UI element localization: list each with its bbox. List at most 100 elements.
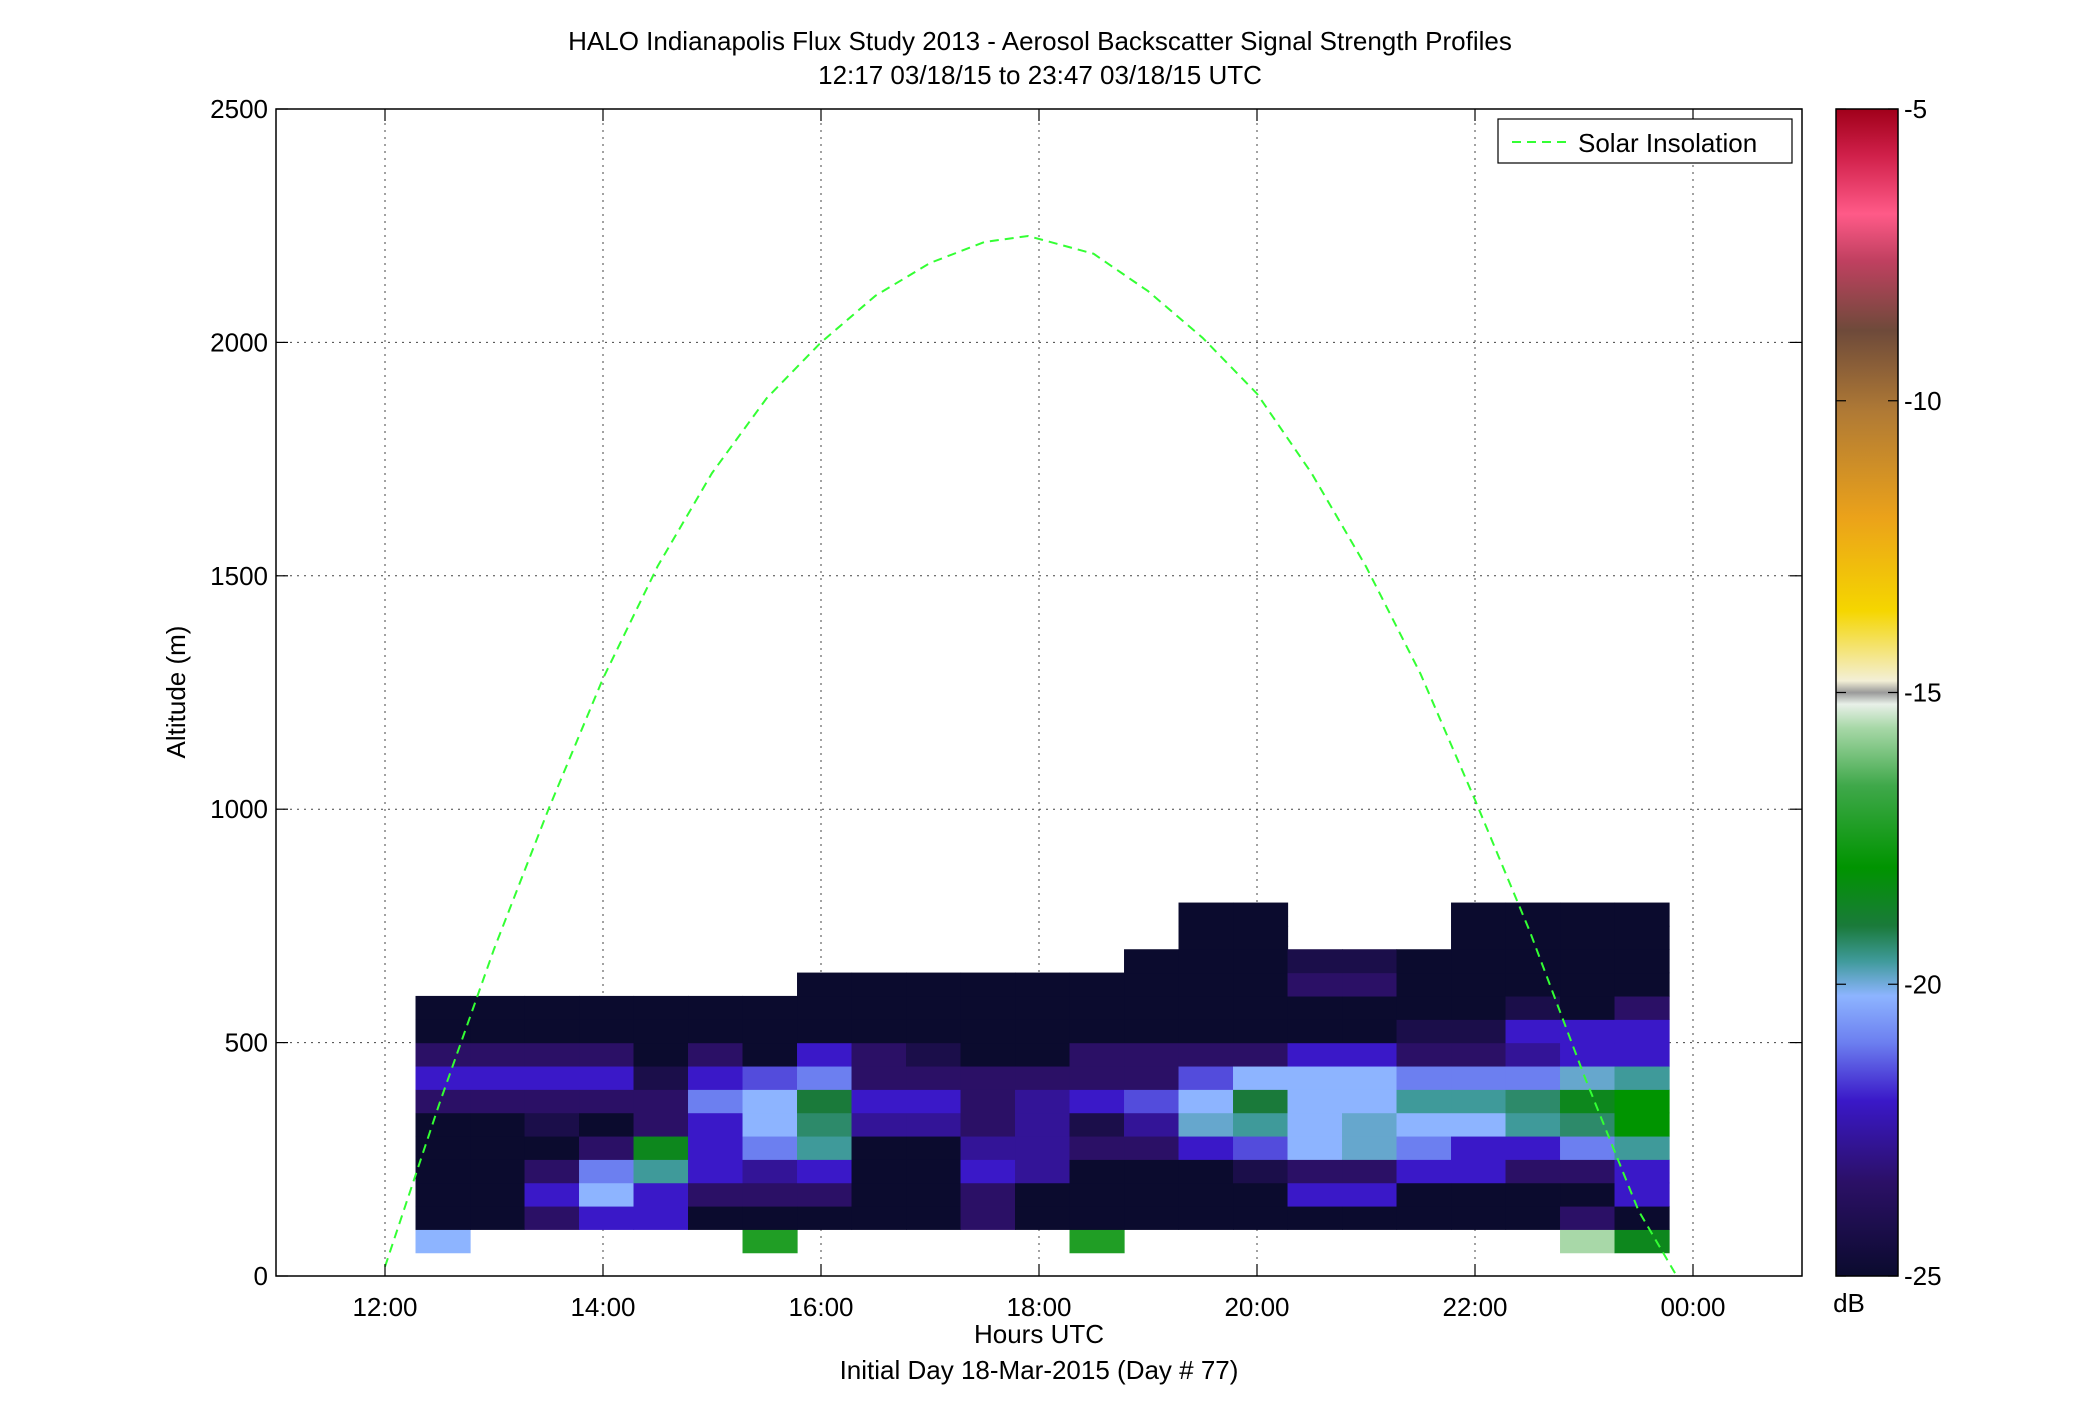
heatmap-cell [688,1042,744,1067]
solar-insolation-series [384,234,1678,1277]
heatmap-cell [524,1019,580,1044]
heatmap-cell [524,1042,580,1067]
heatmap-cell [1396,995,1452,1020]
heatmap-cell [1178,1205,1234,1230]
heatmap-cell [1287,949,1343,974]
heatmap-cell [960,1019,1016,1044]
heatmap-cell [415,1229,471,1254]
heatmap-cell [1178,1135,1234,1160]
heatmap-cell [1233,1065,1289,1090]
heatmap-cell [797,972,853,997]
heatmap-cell [470,1159,526,1184]
heatmap-cell [688,1182,744,1207]
heatmap-cell [1560,1229,1616,1254]
heatmap-cell [960,1065,1016,1090]
heatmap-cell [906,1065,962,1090]
heatmap-cell [633,1135,689,1160]
heatmap-cell [1505,995,1561,1020]
heatmap-cell [1178,995,1234,1020]
heatmap-cell [1505,1182,1561,1207]
heatmap-cell [415,1205,471,1230]
heatmap-cell [579,1112,635,1137]
heatmap-cell [1560,995,1616,1020]
heatmap-cell [797,1205,853,1230]
heatmap-cell [851,1042,907,1067]
heatmap-cell [579,1135,635,1160]
heatmap-cell [688,995,744,1020]
heatmap-cell [1342,1042,1398,1067]
heatmap-cell [1287,1182,1343,1207]
heatmap-cell [1015,1065,1071,1090]
heatmap-cell [797,1135,853,1160]
solar-insolation-line [384,234,1678,1277]
heatmap-cell [1233,1182,1289,1207]
heatmap-cell [415,1019,471,1044]
heatmap-cell [906,1159,962,1184]
heatmap-cell [1287,1065,1343,1090]
heatmap-cell [960,1089,1016,1114]
heatmap-cell [742,1042,798,1067]
heatmap-cell [1124,1135,1180,1160]
heatmap-cell [1178,972,1234,997]
heatmap-cell [1614,1019,1670,1044]
heatmap-cell [1451,1112,1507,1137]
heatmap-cell [1342,1019,1398,1044]
heatmap-cell [1015,1182,1071,1207]
heatmap-cell [1233,925,1289,950]
heatmap-cell [633,995,689,1020]
heatmap-cell [1124,1159,1180,1184]
heatmap-cell [906,1042,962,1067]
heatmap-cell [1396,1042,1452,1067]
heatmap-cell [906,1182,962,1207]
heatmap-cell [851,1089,907,1114]
heatmap-cell [1560,1019,1616,1044]
x-tick-label: 18:00 [1006,1292,1071,1322]
heatmap-cell [1233,972,1289,997]
heatmap-cell [851,1135,907,1160]
heatmap-cell [1233,1112,1289,1137]
heatmap-cell [1451,925,1507,950]
heatmap-cell [524,1112,580,1137]
heatmap-cell [1342,1159,1398,1184]
heatmap-cell [415,1112,471,1137]
heatmap-cell [1069,1042,1125,1067]
heatmap-cell [415,1089,471,1114]
heatmap-cell [1560,925,1616,950]
heatmap-cell [797,1042,853,1067]
heatmap-cell [1015,1135,1071,1160]
heatmap-cell [1505,1135,1561,1160]
heatmap-cell [1614,1065,1670,1090]
heatmap-cell [470,995,526,1020]
y-tick-label: 2500 [210,94,268,124]
heatmap-cell [1124,1089,1180,1114]
heatmap-cell [470,1042,526,1067]
heatmap-cell [742,1135,798,1160]
heatmap-cell [1451,1042,1507,1067]
heatmap-cell [1560,972,1616,997]
heatmap-cell [797,1019,853,1044]
heatmap-cell [742,1019,798,1044]
heatmap-cell [1287,1042,1343,1067]
heatmap-cell [1396,1182,1452,1207]
heatmap-cell [579,1159,635,1184]
heatmap-cell [1069,1205,1125,1230]
heatmap-cell [1451,1159,1507,1184]
heatmap-cell [1505,1019,1561,1044]
heatmap-cell [906,1135,962,1160]
heatmap-cell [1015,1089,1071,1114]
x-axis-label: Hours UTC [974,1319,1104,1349]
heatmap-cell [1233,1135,1289,1160]
heatmap-cell [1233,1159,1289,1184]
heatmap-cell [1124,1042,1180,1067]
heatmap-cell [415,1065,471,1090]
heatmap-cell [1451,972,1507,997]
heatmap-cell [1560,1089,1616,1114]
heatmap-cell [960,1135,1016,1160]
heatmap-cell [960,1112,1016,1137]
heatmap-cell [1124,995,1180,1020]
heatmap-cell [960,1159,1016,1184]
heatmap-cell [1124,1182,1180,1207]
heatmap-cell [1614,1229,1670,1254]
x-tick-label: 00:00 [1660,1292,1725,1322]
x-axis-label-day: Initial Day 18-Mar-2015 (Day # 77) [840,1355,1239,1385]
